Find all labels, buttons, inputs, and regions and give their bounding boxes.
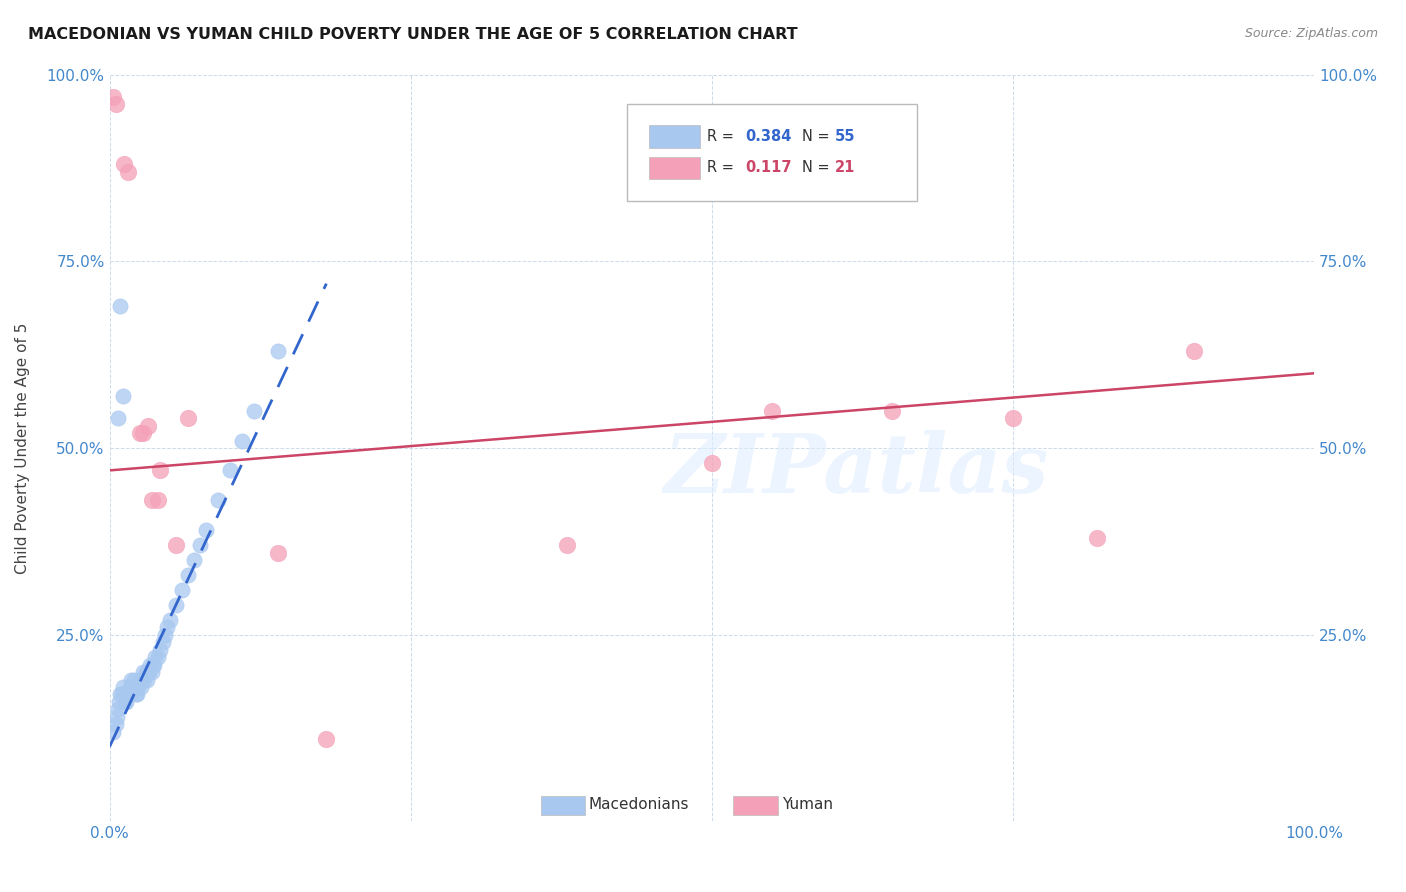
Point <box>146 650 169 665</box>
Point <box>131 673 153 687</box>
Text: 55: 55 <box>835 129 855 144</box>
Point <box>267 343 290 358</box>
FancyBboxPatch shape <box>650 125 700 148</box>
Text: Source: ZipAtlas.com: Source: ZipAtlas.com <box>1244 27 1378 40</box>
Point <box>149 642 172 657</box>
Point <box>110 299 132 313</box>
Point <box>135 673 157 687</box>
Point <box>194 523 217 537</box>
Point <box>207 493 229 508</box>
Point <box>1182 343 1205 358</box>
Text: 0.117: 0.117 <box>745 161 792 176</box>
Point <box>243 403 266 417</box>
Point <box>107 411 129 425</box>
Point <box>165 598 187 612</box>
Text: Yuman: Yuman <box>782 797 832 812</box>
Point <box>170 582 193 597</box>
Point <box>104 97 127 112</box>
Point <box>111 680 134 694</box>
Point <box>152 635 174 649</box>
Point <box>112 688 135 702</box>
Point <box>1001 411 1024 425</box>
Point <box>188 538 211 552</box>
Text: ZIPatlas: ZIPatlas <box>664 431 1049 510</box>
Point <box>107 702 129 716</box>
Point <box>128 673 150 687</box>
Point <box>118 680 141 694</box>
Point <box>700 456 723 470</box>
Point <box>132 665 155 679</box>
Point <box>156 620 179 634</box>
FancyBboxPatch shape <box>541 796 585 815</box>
Text: N =: N = <box>803 161 834 176</box>
Point <box>117 164 139 178</box>
Point <box>219 463 242 477</box>
Text: 21: 21 <box>835 161 855 176</box>
FancyBboxPatch shape <box>734 796 778 815</box>
Point <box>1085 531 1108 545</box>
Point <box>105 710 128 724</box>
Text: R =: R = <box>707 129 738 144</box>
Text: MACEDONIAN VS YUMAN CHILD POVERTY UNDER THE AGE OF 5 CORRELATION CHART: MACEDONIAN VS YUMAN CHILD POVERTY UNDER … <box>28 27 797 42</box>
Point <box>136 418 159 433</box>
Point <box>112 157 135 171</box>
Point <box>124 680 146 694</box>
Point <box>127 688 149 702</box>
Point <box>125 688 148 702</box>
Point <box>141 493 163 508</box>
Text: Macedonians: Macedonians <box>589 797 689 812</box>
Text: 0.384: 0.384 <box>745 129 792 144</box>
Point <box>146 493 169 508</box>
Point <box>110 688 132 702</box>
Point <box>177 411 200 425</box>
Point <box>143 657 166 672</box>
Point <box>129 680 152 694</box>
Y-axis label: Child Poverty Under the Age of 5: Child Poverty Under the Age of 5 <box>15 322 30 574</box>
Point <box>143 650 166 665</box>
Point <box>115 695 138 709</box>
Point <box>136 665 159 679</box>
Point <box>128 425 150 440</box>
FancyBboxPatch shape <box>627 104 917 202</box>
Point <box>165 538 187 552</box>
Point <box>114 695 136 709</box>
Point <box>101 724 124 739</box>
FancyBboxPatch shape <box>650 157 700 179</box>
Text: R =: R = <box>707 161 738 176</box>
Point <box>183 553 205 567</box>
Point <box>761 403 783 417</box>
Point <box>315 732 337 747</box>
Point <box>118 688 141 702</box>
Point <box>153 628 176 642</box>
Point <box>101 90 124 104</box>
Point <box>138 665 160 679</box>
Point <box>141 665 163 679</box>
Point <box>555 538 578 552</box>
Point <box>231 434 253 448</box>
Point <box>134 673 156 687</box>
Point <box>127 680 149 694</box>
Point <box>159 613 181 627</box>
Point <box>104 717 127 731</box>
Point <box>111 389 134 403</box>
Point <box>108 695 131 709</box>
Point <box>267 545 290 559</box>
Point <box>139 657 162 672</box>
Point <box>177 568 200 582</box>
Point <box>882 403 904 417</box>
Point <box>122 673 145 687</box>
Point <box>132 425 155 440</box>
Point <box>149 463 172 477</box>
Point <box>142 657 165 672</box>
Point <box>121 680 143 694</box>
Point <box>110 688 132 702</box>
Point <box>135 665 157 679</box>
Text: N =: N = <box>803 129 834 144</box>
Point <box>117 688 139 702</box>
Point <box>120 673 142 687</box>
